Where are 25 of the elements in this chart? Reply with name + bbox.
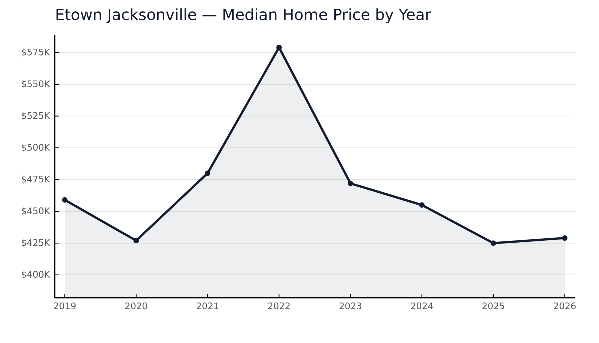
chart-title: Etown Jacksonville — Median Home Price by Year [56,8,432,24]
x-tick-label: 2023 [340,302,362,310]
point [348,180,354,186]
point [562,236,568,242]
point [276,44,282,50]
x-tick-label: 2024 [411,302,434,310]
y-tick-label: $450K [22,207,50,216]
y-tick-label: $500K [22,144,50,152]
x-tick-label: 2019 [54,302,76,310]
y-tick-label: $575K [22,48,50,57]
x-tick-label: 2022 [268,302,290,310]
y-tick-label: $400K [22,271,50,280]
point [419,202,425,208]
point [205,170,211,176]
y-tick-label: $550K [22,80,50,89]
point [134,238,140,244]
x-tick-label: 2021 [196,302,219,310]
point [490,240,496,246]
y-tick-label: $425K [22,239,50,248]
x-tick-label: 2026 [554,302,576,310]
point [62,197,68,203]
y-tick-label: $525K [22,112,50,120]
x-tick-label: 2020 [126,302,148,310]
x-tick-label: 2025 [482,302,504,310]
y-tick-label: $475K [22,176,50,184]
